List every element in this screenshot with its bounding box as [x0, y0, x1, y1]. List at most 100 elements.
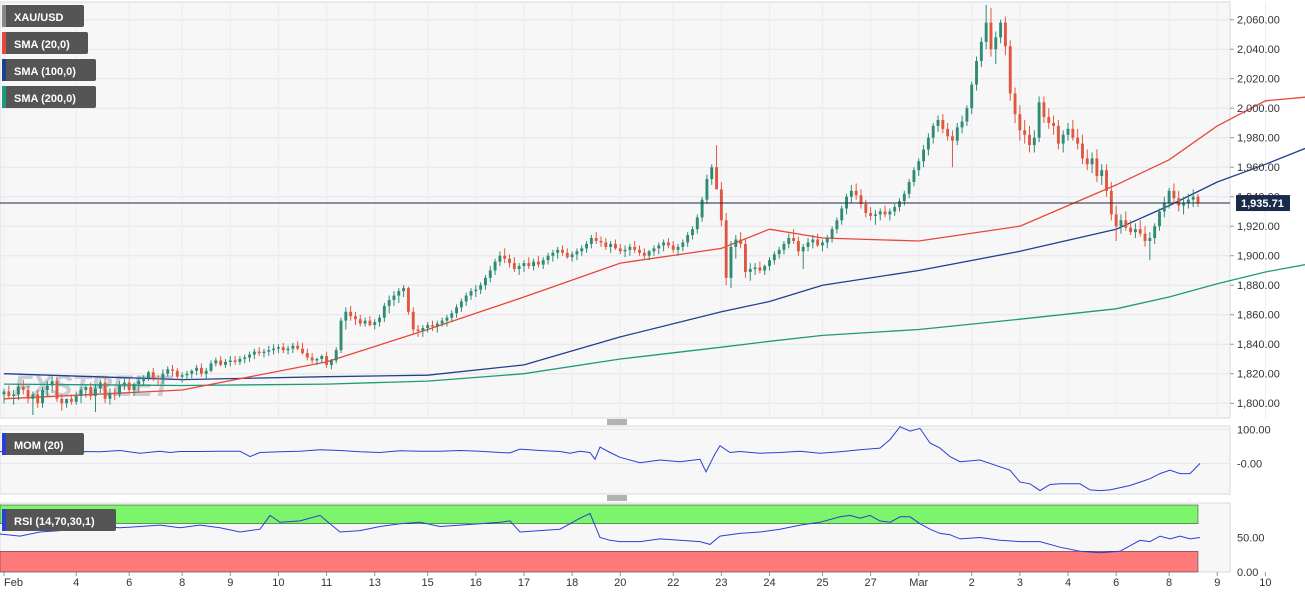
- legend-rsi[interactable]: RSI (14,70,30,1): [2, 509, 116, 531]
- candle-body: [344, 311, 348, 321]
- candle: [821, 239, 824, 252]
- candle: [406, 286, 410, 315]
- candle: [1124, 211, 1128, 231]
- sma200-line: [3, 264, 1305, 387]
- candle-body: [1138, 229, 1142, 234]
- candle-body: [243, 357, 247, 359]
- candle-body: [825, 238, 829, 243]
- time-tick-label: 23: [715, 577, 727, 589]
- candle-body: [585, 243, 589, 249]
- candle: [628, 243, 632, 256]
- candle: [657, 242, 661, 255]
- candle-body: [103, 382, 107, 399]
- candle: [869, 207, 873, 221]
- candle: [291, 342, 295, 354]
- candle-body: [821, 242, 824, 246]
- candle: [286, 345, 290, 355]
- candle-body: [291, 345, 295, 349]
- candle: [979, 37, 983, 67]
- candle-body: [459, 301, 463, 308]
- candle: [416, 325, 420, 337]
- candle: [613, 239, 617, 250]
- candle: [1191, 189, 1195, 208]
- legend-sma100[interactable]: SMA (100,0): [2, 59, 96, 81]
- candle-body: [1191, 196, 1195, 200]
- pane-splitters[interactable]: [607, 419, 627, 501]
- candle: [912, 167, 916, 187]
- candle-body: [50, 381, 54, 386]
- price-tick-label: 1,960.00: [1237, 162, 1280, 174]
- candle: [724, 212, 728, 286]
- candle-body: [204, 370, 208, 374]
- candle: [1076, 128, 1080, 150]
- time-tick-label: Feb: [4, 577, 23, 589]
- candle: [623, 245, 627, 258]
- candle: [1047, 108, 1051, 129]
- candle-body: [796, 240, 800, 252]
- legend-xauusd[interactable]: XAU/USD: [2, 5, 84, 27]
- candle: [801, 243, 805, 270]
- candle-body: [792, 238, 796, 241]
- candle: [1162, 196, 1166, 218]
- candle-body: [893, 207, 897, 212]
- candle-body: [869, 212, 873, 216]
- candle-body: [7, 391, 11, 396]
- candle-body: [565, 252, 569, 258]
- legend-sma20[interactable]: SMA (20,0): [2, 32, 88, 54]
- candle-body: [912, 170, 916, 182]
- candle-body: [397, 291, 401, 296]
- candle-body: [315, 358, 319, 361]
- candle: [1008, 40, 1012, 101]
- rsi-oversold-zone: [0, 551, 1199, 573]
- candle: [1182, 196, 1186, 215]
- candle-body: [782, 243, 786, 250]
- legend-mom[interactable]: MOM (20): [2, 433, 84, 455]
- candle-body: [378, 317, 381, 323]
- candle: [426, 322, 430, 333]
- time-tick-label: Mar: [909, 577, 928, 589]
- candle: [354, 311, 357, 326]
- candle: [1148, 232, 1152, 261]
- candle-body: [469, 291, 473, 296]
- candle: [1153, 223, 1157, 244]
- candle-body: [36, 394, 40, 404]
- price-tick-label: 2,060.00: [1237, 15, 1280, 27]
- candle-body: [26, 389, 30, 399]
- candle-body: [320, 356, 324, 359]
- time-tick-label: 15: [422, 577, 434, 589]
- candle-body: [975, 61, 978, 85]
- candle: [257, 347, 261, 357]
- rsi-line: [0, 512, 1201, 554]
- candle-body: [638, 249, 641, 253]
- candle: [127, 378, 131, 393]
- candle-body: [999, 22, 1003, 38]
- candle-body: [551, 252, 555, 256]
- candle: [941, 114, 945, 134]
- candle: [276, 344, 280, 354]
- candle-body: [873, 214, 877, 216]
- candle-body: [1056, 125, 1060, 144]
- candle-body: [801, 246, 805, 252]
- candle: [185, 370, 189, 380]
- candle: [180, 372, 184, 383]
- candle: [320, 354, 324, 364]
- legend-sma200[interactable]: SMA (200,0): [2, 86, 96, 108]
- price-tick-label: 2,040.00: [1237, 44, 1280, 56]
- candle-body: [171, 369, 174, 371]
- candle: [1119, 214, 1123, 234]
- candle-body: [777, 249, 781, 255]
- candle-body: [1162, 202, 1166, 212]
- candle-body: [416, 329, 420, 331]
- price-tick-label: 1,840.00: [1237, 339, 1280, 351]
- candle-body: [286, 348, 290, 351]
- candle-body: [936, 120, 940, 126]
- candle-body: [199, 367, 203, 374]
- candle: [329, 358, 333, 370]
- mom-tick-label: 100.00: [1237, 424, 1271, 436]
- sma100-line: [3, 147, 1305, 381]
- candle: [681, 239, 685, 252]
- candle-body: [55, 381, 59, 399]
- candle-body: [642, 252, 646, 256]
- candle: [984, 4, 988, 50]
- candle-body: [493, 261, 497, 271]
